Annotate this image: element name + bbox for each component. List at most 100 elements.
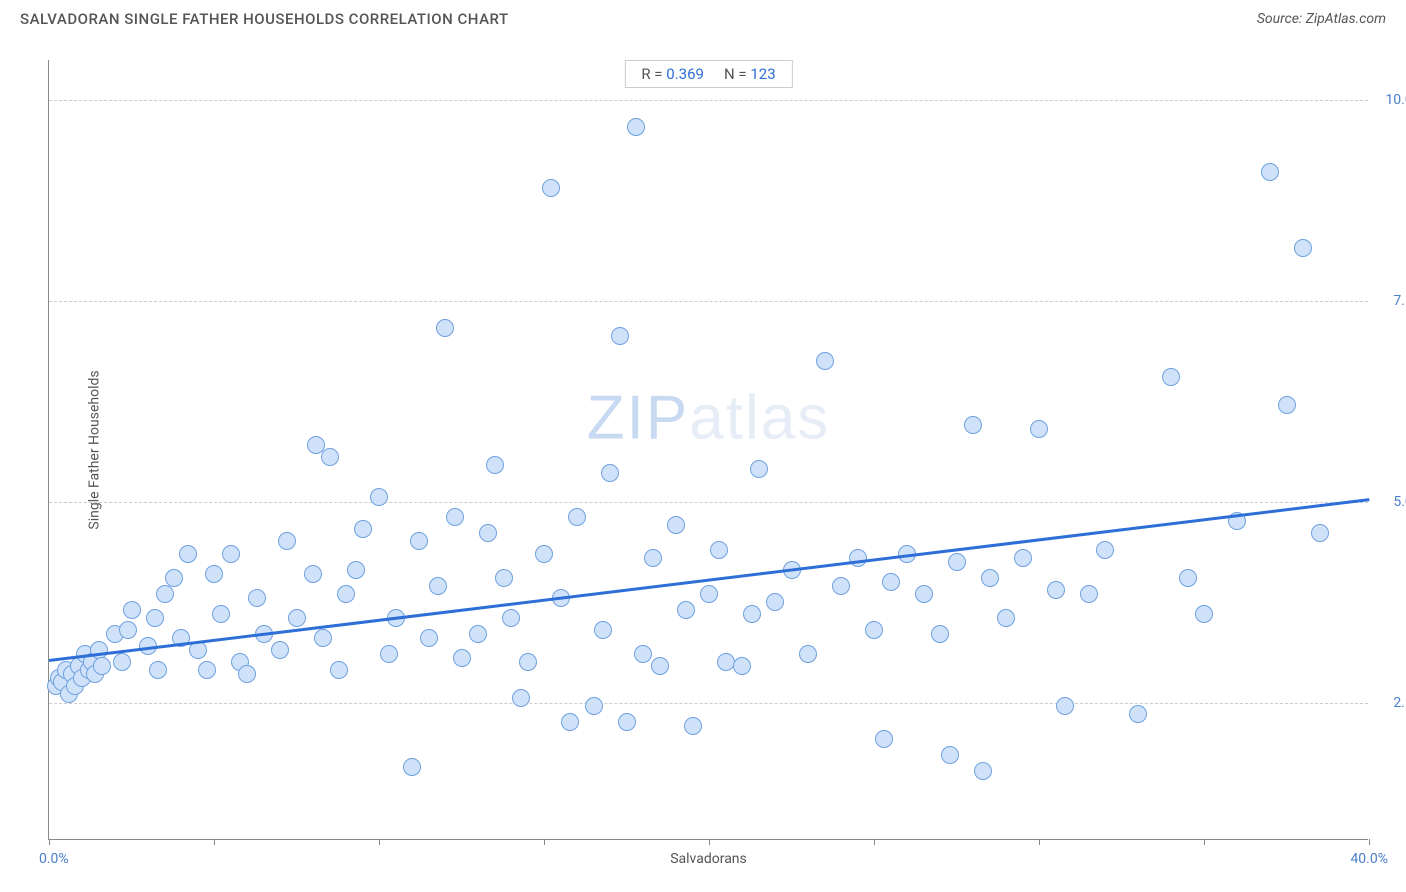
data-point [1311, 524, 1329, 542]
data-point [948, 553, 966, 571]
data-point [1014, 549, 1032, 567]
n-stat: N = 123 [724, 65, 776, 83]
data-point [146, 609, 164, 627]
data-point [149, 661, 167, 679]
data-point [198, 661, 216, 679]
data-point [561, 713, 579, 731]
x-min-label: 0.0% [39, 851, 69, 867]
stats-box: R = 0.369 N = 123 [624, 60, 792, 88]
data-point [380, 645, 398, 663]
data-point [519, 653, 537, 671]
data-point [594, 621, 612, 639]
data-point [1278, 396, 1296, 414]
n-value: 123 [750, 65, 775, 83]
data-point [964, 416, 982, 434]
data-point [766, 593, 784, 611]
y-axis-label: Single Father Households [87, 370, 103, 529]
x-tick [379, 839, 380, 845]
data-point [677, 601, 695, 619]
data-point [743, 605, 761, 623]
data-point [1195, 605, 1213, 623]
data-point [512, 689, 530, 707]
r-label: R = [641, 65, 662, 83]
data-point [479, 524, 497, 542]
y-tick-label: 5.0% [1393, 494, 1406, 510]
data-point [684, 717, 702, 735]
chart-plot-area: R = 0.369 N = 123 ZIPatlas 2.5%5.0%7.5%1… [48, 60, 1368, 840]
data-point [1162, 368, 1180, 386]
data-point [816, 352, 834, 370]
source-attribution: Source: ZipAtlas.com [1257, 11, 1386, 27]
y-tick-label: 10.0% [1385, 92, 1406, 108]
x-tick [874, 839, 875, 845]
data-point [882, 573, 900, 591]
x-tick [214, 839, 215, 845]
data-point [997, 609, 1015, 627]
data-point [981, 569, 999, 587]
data-point [403, 758, 421, 776]
r-value: 0.369 [666, 65, 704, 83]
data-point [90, 641, 108, 659]
data-point [1179, 569, 1197, 587]
data-point [212, 605, 230, 623]
data-point [469, 625, 487, 643]
data-point [165, 569, 183, 587]
data-point [832, 577, 850, 595]
data-point [330, 661, 348, 679]
data-point [1030, 420, 1048, 438]
data-point [113, 653, 131, 671]
data-point [1047, 581, 1065, 599]
data-point [502, 609, 520, 627]
data-point [750, 460, 768, 478]
chart-title: SALVADORAN SINGLE FATHER HOUSEHOLDS CORR… [20, 10, 509, 28]
data-point [585, 697, 603, 715]
data-point [453, 649, 471, 667]
data-point [799, 645, 817, 663]
x-max-label: 40.0% [1350, 851, 1388, 867]
data-point [238, 665, 256, 683]
data-point [941, 746, 959, 764]
data-point [446, 508, 464, 526]
data-point [915, 585, 933, 603]
data-point [321, 448, 339, 466]
data-point [1096, 541, 1114, 559]
x-tick [1204, 839, 1205, 845]
data-point [710, 541, 728, 559]
data-point [271, 641, 289, 659]
x-tick [544, 839, 545, 845]
n-label: N = [724, 65, 747, 83]
r-stat: R = 0.369 [641, 65, 704, 83]
data-point [865, 621, 883, 639]
data-point [179, 545, 197, 563]
data-point [568, 508, 586, 526]
x-tick [1039, 839, 1040, 845]
x-axis-label: Salvadorans [670, 851, 747, 867]
data-point [123, 601, 141, 619]
data-point [700, 585, 718, 603]
data-point [288, 609, 306, 627]
data-point [627, 118, 645, 136]
data-point [535, 545, 553, 563]
data-point [611, 327, 629, 345]
data-point [717, 653, 735, 671]
data-point [420, 629, 438, 647]
data-point [1261, 163, 1279, 181]
data-point [974, 762, 992, 780]
data-point [410, 532, 428, 550]
data-point [601, 464, 619, 482]
scatter-points [49, 60, 1368, 839]
data-point [644, 549, 662, 567]
data-point [618, 713, 636, 731]
data-point [119, 621, 137, 639]
data-point [337, 585, 355, 603]
data-point [248, 589, 266, 607]
data-point [1129, 705, 1147, 723]
x-tick [49, 839, 50, 845]
data-point [314, 629, 332, 647]
data-point [495, 569, 513, 587]
data-point [1056, 697, 1074, 715]
data-point [486, 456, 504, 474]
data-point [93, 657, 111, 675]
data-point [278, 532, 296, 550]
y-tick-label: 2.5% [1393, 695, 1406, 711]
